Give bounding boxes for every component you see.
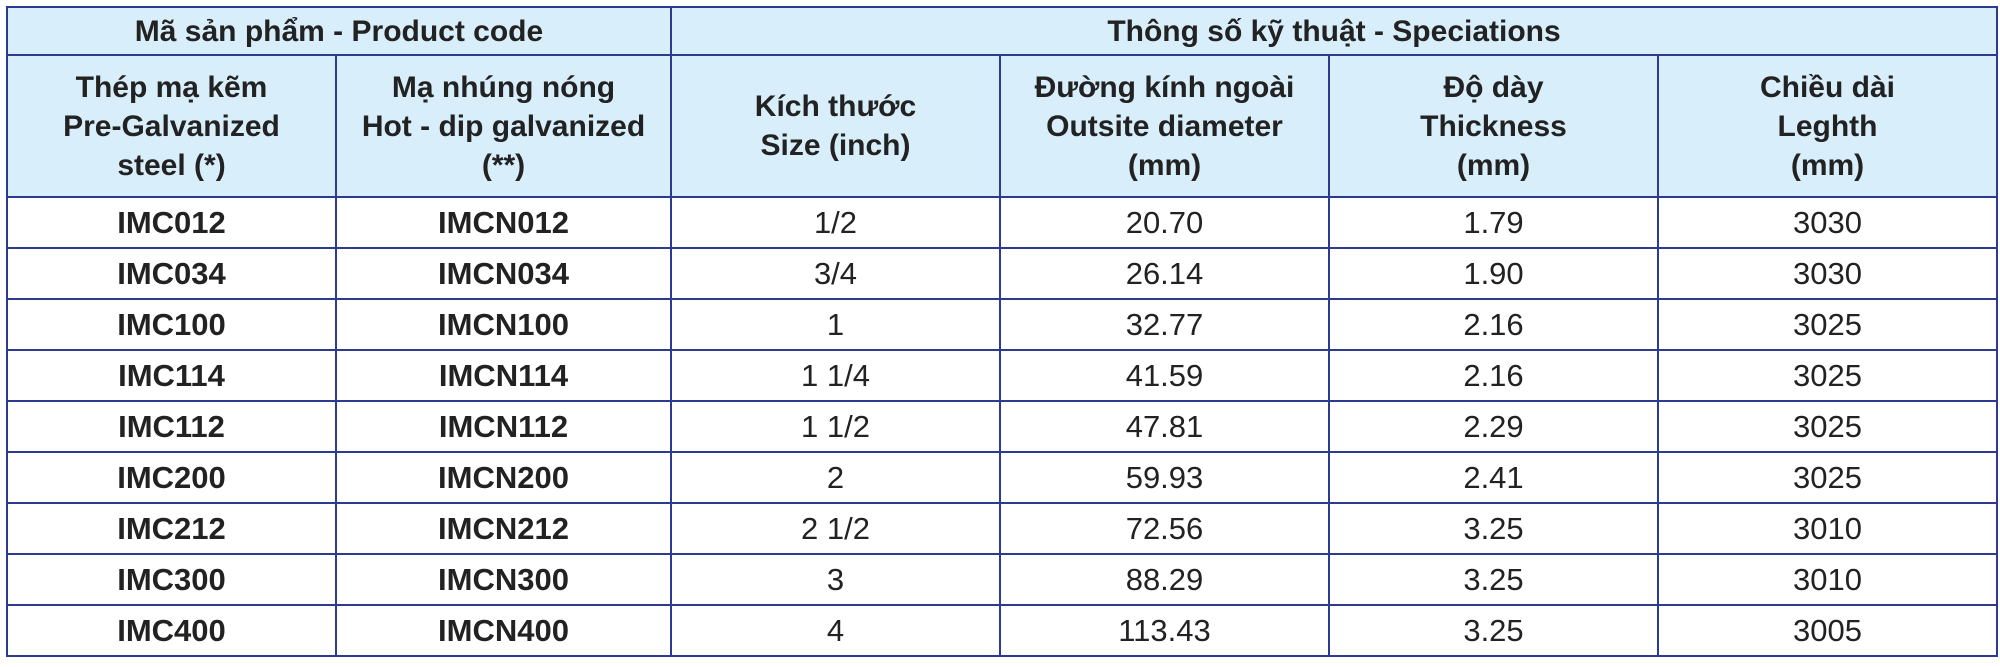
table-cell: 2.41 xyxy=(1328,451,1659,504)
header-line: (mm) xyxy=(1127,148,1202,182)
table-cell: 20.70 xyxy=(999,196,1330,249)
header-row: Thép mạ kẽm Pre-Galvanized steel (*) Mạ nhú… xyxy=(6,54,1998,198)
table-cell: 3005 xyxy=(1657,604,1998,657)
column-header: Chiều dài Leghth (mm) xyxy=(1657,54,1998,198)
group-header: Thông số kỹ thuật - Speciations xyxy=(670,6,1998,56)
table-cell: IMC212 xyxy=(6,502,337,555)
header-line: Leghth xyxy=(1777,109,1878,143)
table-cell: 3030 xyxy=(1657,196,1998,249)
table-cell: 2.16 xyxy=(1328,298,1659,351)
header-line: (mm) xyxy=(1790,148,1865,182)
table-cell: 3025 xyxy=(1657,400,1998,453)
table-cell: IMC100 xyxy=(6,298,337,351)
table-cell: 1 xyxy=(670,298,1001,351)
table-cell: 3/4 xyxy=(670,247,1001,300)
table-cell: 88.29 xyxy=(999,553,1330,606)
table-cell: IMC034 xyxy=(6,247,337,300)
table-cell: IMC300 xyxy=(6,553,337,606)
table-cell: IMC112 xyxy=(6,400,337,453)
table-cell: IMC200 xyxy=(6,451,337,504)
table-row: IMC200 IMCN200 2 59.93 2.41 3025 xyxy=(6,451,1998,504)
column-header: Thép mạ kẽm Pre-Galvanized steel (*) xyxy=(6,54,337,198)
table-cell: IMCN200 xyxy=(335,451,672,504)
table-cell: 3025 xyxy=(1657,349,1998,402)
column-header: Kích thước Size (inch) xyxy=(670,54,1001,198)
table-row: IMC114 IMCN114 1 1/4 41.59 2.16 3025 xyxy=(6,349,1998,402)
header-line: Thép mạ kẽm xyxy=(75,70,268,104)
table-row: IMC212 IMCN212 2 1/2 72.56 3.25 3010 xyxy=(6,502,1998,555)
table-cell: 3.25 xyxy=(1328,553,1659,606)
table-row: IMC300 IMCN300 3 88.29 3.25 3010 xyxy=(6,553,1998,606)
table-cell: IMC400 xyxy=(6,604,337,657)
table-row: IMC100 IMCN100 1 32.77 2.16 3025 xyxy=(6,298,1998,351)
table-cell: 3010 xyxy=(1657,502,1998,555)
header-line: Size (inch) xyxy=(760,129,911,162)
column-header: Độ dày Thickness (mm) xyxy=(1328,54,1659,198)
table-cell: 3030 xyxy=(1657,247,1998,300)
table-cell: 1.90 xyxy=(1328,247,1659,300)
table-cell: 3 xyxy=(670,553,1001,606)
table-cell: IMCN400 xyxy=(335,604,672,657)
table-cell: IMCN114 xyxy=(335,349,672,402)
table-cell: 3025 xyxy=(1657,451,1998,504)
header-line: Pre-Galvanized xyxy=(63,109,280,143)
table-cell: 3.25 xyxy=(1328,604,1659,657)
header-line: (mm) xyxy=(1456,148,1531,182)
table-cell: 4 xyxy=(670,604,1001,657)
table-cell: 3010 xyxy=(1657,553,1998,606)
table-row: IMC034 IMCN034 3/4 26.14 1.90 3030 xyxy=(6,247,1998,300)
table-cell: 47.81 xyxy=(999,400,1330,453)
header-line: Mạ nhúng nóng xyxy=(391,70,616,104)
table-cell: IMCN300 xyxy=(335,553,672,606)
table-row: IMC012 IMCN012 1/2 20.70 1.79 3030 xyxy=(6,196,1998,249)
header-line: Kích thước xyxy=(754,90,917,123)
table-cell: 1 1/4 xyxy=(670,349,1001,402)
table-cell: 1.79 xyxy=(1328,196,1659,249)
header-line: Độ dày xyxy=(1443,70,1544,104)
header-line: Outsite diameter xyxy=(1046,109,1283,143)
table-cell: 1 1/2 xyxy=(670,400,1001,453)
table-cell: 72.56 xyxy=(999,502,1330,555)
table-cell: IMCN100 xyxy=(335,298,672,351)
table-cell: 2 1/2 xyxy=(670,502,1001,555)
table-cell: IMCN012 xyxy=(335,196,672,249)
table-cell: 3.25 xyxy=(1328,502,1659,555)
table-cell: 3025 xyxy=(1657,298,1998,351)
group-header: Mã sản phẩm - Product code xyxy=(6,6,672,56)
table-cell: 59.93 xyxy=(999,451,1330,504)
table-cell: 26.14 xyxy=(999,247,1330,300)
table-body: IMC012 IMCN012 1/2 20.70 1.79 3030 IMC034 IMCN0… xyxy=(6,196,1998,657)
header-line: Thickness xyxy=(1420,109,1567,143)
table-cell: IMC012 xyxy=(6,196,337,249)
table-row: IMC400 IMCN400 4 113.43 3.25 3005 xyxy=(6,604,1998,657)
table-cell: 32.77 xyxy=(999,298,1330,351)
header-line: steel (*) xyxy=(117,148,226,182)
table-cell: IMC114 xyxy=(6,349,337,402)
table-cell: IMCN212 xyxy=(335,502,672,555)
header-line: Hot - dip galvanized xyxy=(361,109,646,143)
table-cell: 113.43 xyxy=(999,604,1330,657)
header-line: Chiều dài xyxy=(1759,70,1895,104)
column-header: Mạ nhúng nóng Hot - dip galvanized (**) xyxy=(335,54,672,198)
table-cell: 1/2 xyxy=(670,196,1001,249)
table-cell: 2.16 xyxy=(1328,349,1659,402)
spec-table: Mã sản phẩm - Product code Thông số kỹ t… xyxy=(6,6,1998,657)
table-cell: IMCN034 xyxy=(335,247,672,300)
group-row: Mã sản phẩm - Product code Thông số kỹ t… xyxy=(6,6,1998,56)
table-cell: IMCN112 xyxy=(335,400,672,453)
table-cell: 2 xyxy=(670,451,1001,504)
table-row: IMC112 IMCN112 1 1/2 47.81 2.29 3025 xyxy=(6,400,1998,453)
table-cell: 2.29 xyxy=(1328,400,1659,453)
column-header: Đường kính ngoài Outsite diameter (mm) xyxy=(999,54,1330,198)
header-line: (**) xyxy=(481,148,526,182)
header-line: Đường kính ngoài xyxy=(1034,70,1295,104)
table-cell: 41.59 xyxy=(999,349,1330,402)
